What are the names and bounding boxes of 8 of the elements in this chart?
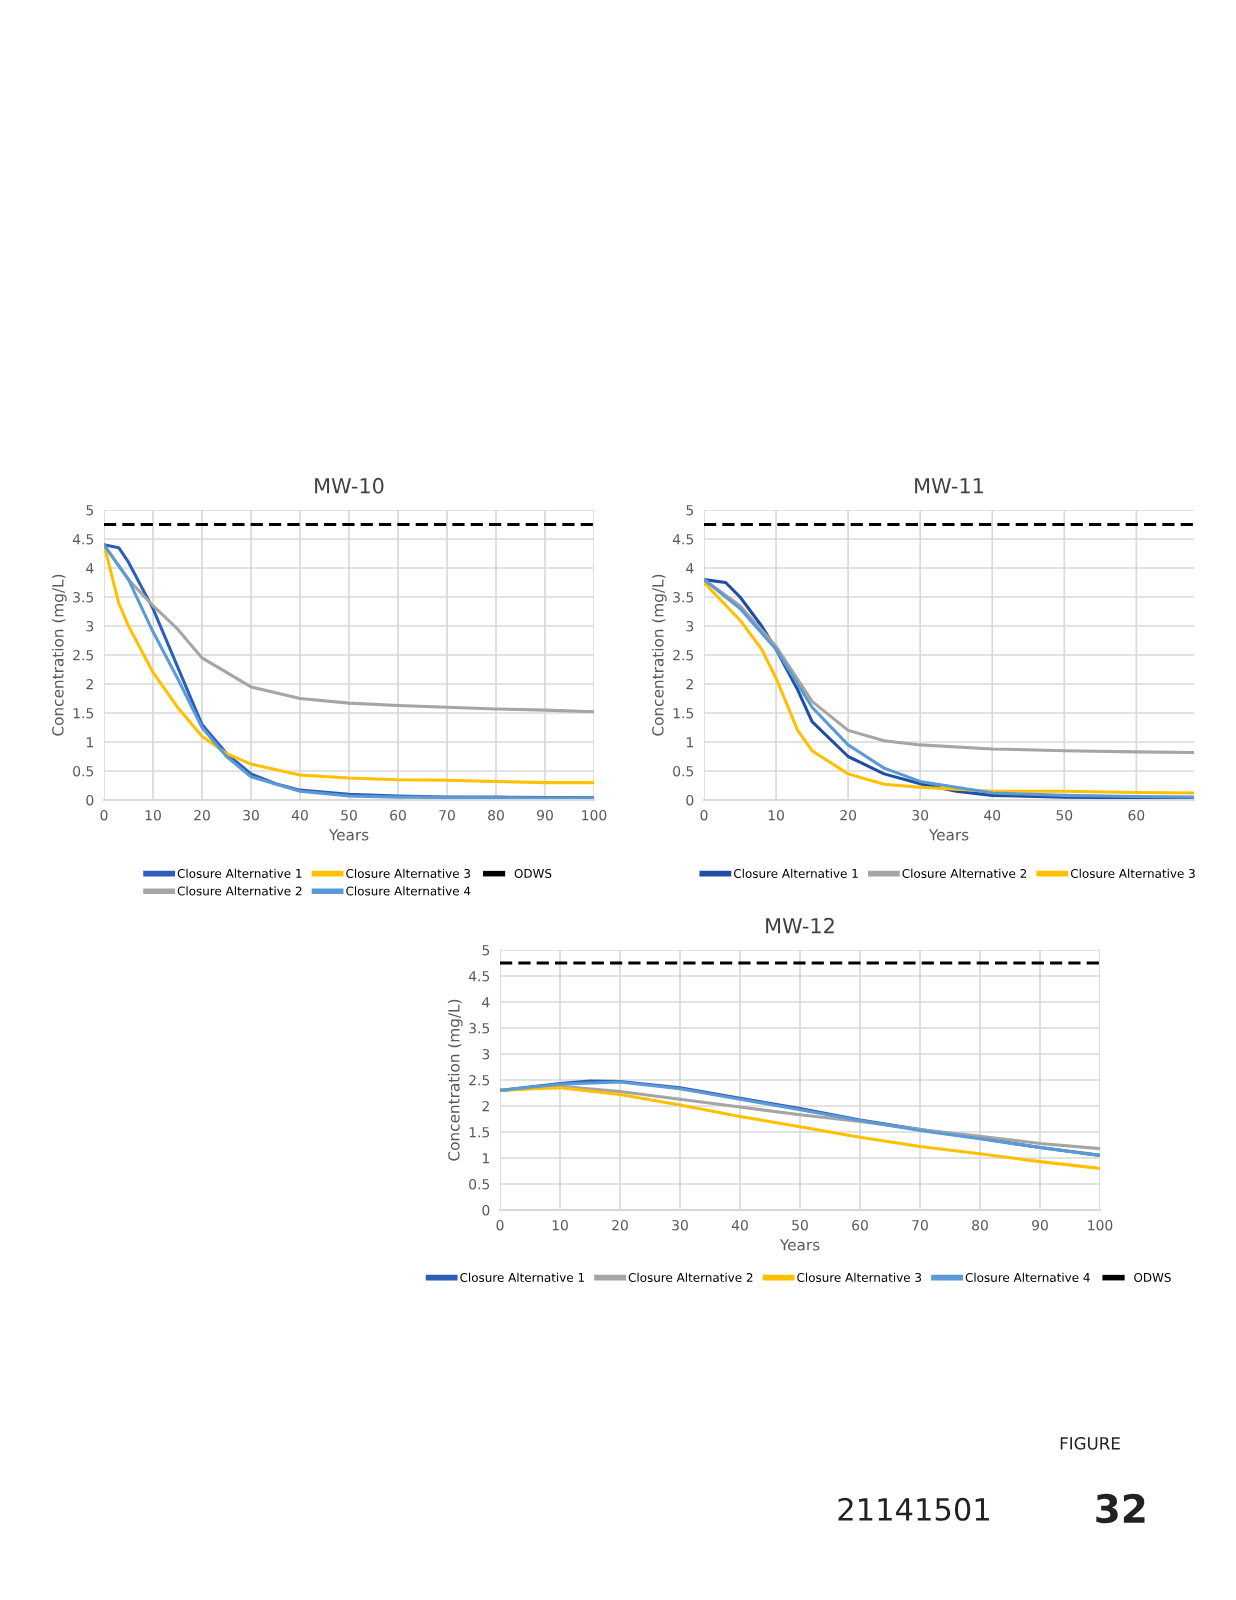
line-series — [500, 1086, 1100, 1170]
text: FIGURE — [1060, 1437, 1120, 1450]
line-series — [704, 578, 1194, 754]
text: 32 — [1096, 1493, 1145, 1524]
text: 21141501 — [838, 1497, 989, 1521]
chart-title: MW-12 — [766, 917, 834, 934]
chart-title: MW-11 — [915, 478, 983, 494]
chart-title: MW-10 — [315, 477, 384, 494]
